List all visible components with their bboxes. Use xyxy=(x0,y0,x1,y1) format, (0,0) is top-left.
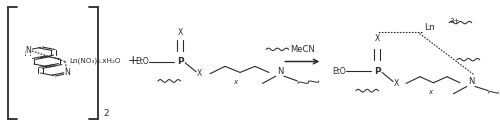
Text: x: x xyxy=(233,79,237,85)
Text: x: x xyxy=(428,89,432,95)
Text: P: P xyxy=(374,67,380,76)
Text: X: X xyxy=(178,28,183,37)
Text: N: N xyxy=(64,69,70,77)
Text: N: N xyxy=(468,77,474,86)
Text: X: X xyxy=(394,79,398,88)
Text: P: P xyxy=(177,57,184,66)
Text: N: N xyxy=(276,67,283,76)
Text: EtO: EtO xyxy=(136,57,149,66)
Text: N: N xyxy=(26,46,32,54)
Text: 3+: 3+ xyxy=(450,18,460,24)
Text: EtO: EtO xyxy=(332,67,346,76)
Text: MeCN: MeCN xyxy=(290,45,314,54)
Text: Ln: Ln xyxy=(424,23,435,32)
Text: X: X xyxy=(374,34,380,43)
Text: X: X xyxy=(196,69,202,78)
Text: Ln(NO₃)₃.xH₂O: Ln(NO₃)₃.xH₂O xyxy=(69,57,120,64)
Text: +: + xyxy=(128,54,138,67)
Text: 2: 2 xyxy=(103,109,108,118)
